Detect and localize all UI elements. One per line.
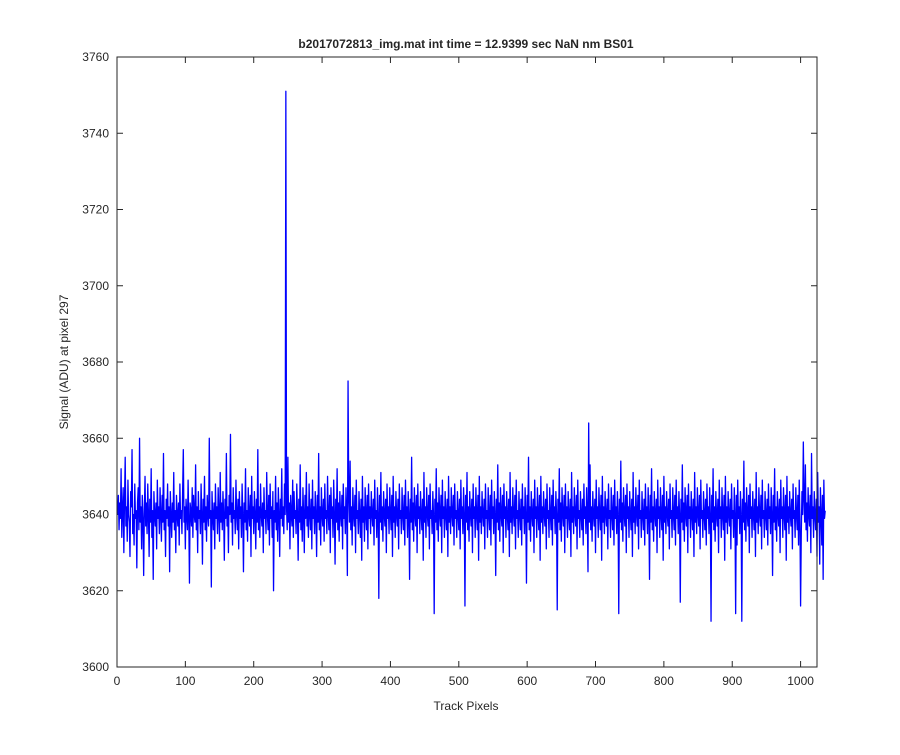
x-tick-label: 800 xyxy=(654,674,674,688)
y-tick-label: 3640 xyxy=(82,508,109,522)
x-axis-label: Track Pixels xyxy=(434,699,499,713)
chart-title: b2017072813_img.mat int time = 12.9399 s… xyxy=(298,37,634,51)
y-tick-label: 3620 xyxy=(82,584,109,598)
x-tick-label: 100 xyxy=(175,674,195,688)
x-tick-label: 1000 xyxy=(787,674,814,688)
x-tick-label: 500 xyxy=(449,674,469,688)
y-tick-label: 3700 xyxy=(82,279,109,293)
y-tick-label: 3660 xyxy=(82,431,109,445)
y-tick-label: 3680 xyxy=(82,355,109,369)
series-group xyxy=(117,90,826,622)
y-tick-label: 3600 xyxy=(82,660,109,674)
x-tick-label: 0 xyxy=(114,674,121,688)
x-tick-label: 300 xyxy=(312,674,332,688)
axis-ticks: 0 100 200 300 400 500 600 700 800 900 1000 3600 3620… xyxy=(82,50,817,688)
x-tick-label: 400 xyxy=(380,674,400,688)
y-axis-label: Signal (ADU) at pixel 297 xyxy=(57,294,71,429)
y-tick-label: 3720 xyxy=(82,203,109,217)
x-tick-label: 700 xyxy=(586,674,606,688)
y-tick-label: 3740 xyxy=(82,126,109,140)
y-tick-label: 3760 xyxy=(82,50,109,64)
x-tick-label: 900 xyxy=(722,674,742,688)
x-tick-label: 200 xyxy=(244,674,264,688)
series-line xyxy=(117,90,826,622)
x-tick-label: 600 xyxy=(517,674,537,688)
axes-box xyxy=(116,56,818,668)
